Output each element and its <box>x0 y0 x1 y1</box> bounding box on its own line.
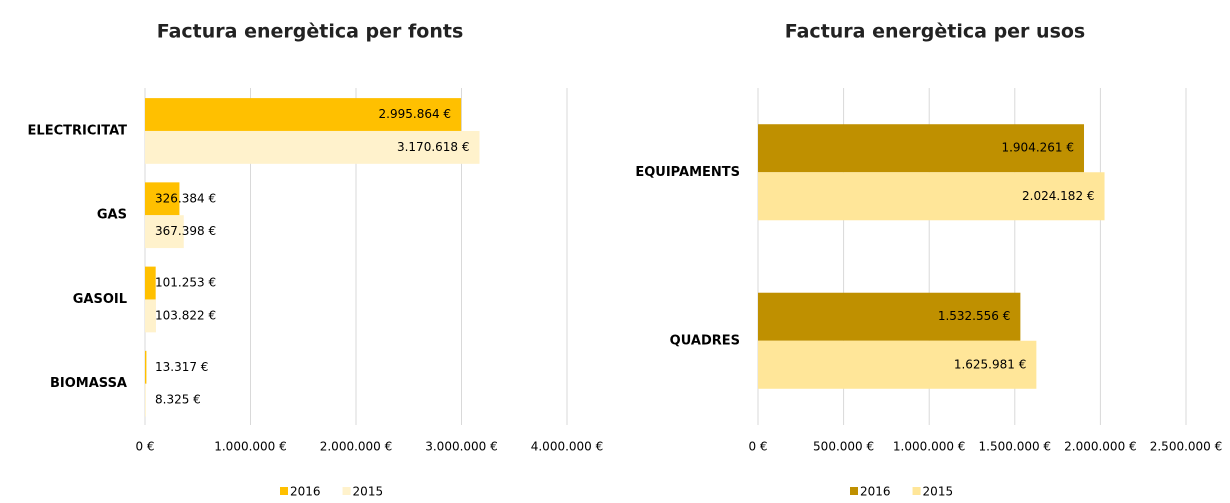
data-label: 2.024.182 € <box>1022 189 1095 203</box>
data-label: 1.904.261 € <box>1001 141 1074 155</box>
x-tick-label: 4.000.000 € <box>531 440 604 454</box>
bar <box>758 292 1021 341</box>
legend-swatch <box>850 487 858 495</box>
bar <box>145 383 146 417</box>
category-label: ELECTRICITAT <box>28 123 128 138</box>
legend-label: 2015 <box>353 485 384 499</box>
bar <box>145 215 184 249</box>
data-label: 1.532.556 € <box>938 309 1011 323</box>
x-tick-label: 1.500.000 € <box>979 440 1052 454</box>
x-tick-label: 2.500.000 € <box>1150 440 1223 454</box>
x-tick-label: 0 € <box>135 440 154 454</box>
category-label: GAS <box>97 208 127 223</box>
legend-label: 2015 <box>923 485 954 499</box>
data-label: 3.170.618 € <box>397 140 470 154</box>
bar <box>145 266 156 300</box>
x-tick-label: 500.000 € <box>813 440 874 454</box>
x-tick-label: 3.000.000 € <box>425 440 498 454</box>
data-label: 367.398 € <box>155 224 216 238</box>
x-tick-label: 1.000.000 € <box>214 440 287 454</box>
bar <box>145 182 180 216</box>
category-label: BIOMASSA <box>50 376 127 391</box>
data-label: 8.325 € <box>155 393 201 407</box>
bar <box>758 340 1037 389</box>
x-tick-label: 1.000.000 € <box>893 440 966 454</box>
legend-swatch <box>342 487 351 495</box>
bar <box>145 299 156 333</box>
chart-title: Factura energètica per fonts <box>157 21 464 43</box>
data-label: 103.822 € <box>155 308 216 322</box>
data-label: 326.384 € <box>155 191 216 205</box>
x-tick-label: 2.000.000 € <box>1064 440 1137 454</box>
bar <box>758 172 1105 221</box>
category-label: GASOIL <box>73 292 127 307</box>
x-tick-label: 0 € <box>748 440 767 454</box>
chart-title: Factura energètica per usos <box>785 21 1085 43</box>
legend-label: 2016 <box>860 485 891 499</box>
data-label: 1.625.981 € <box>954 357 1027 371</box>
legend-swatch <box>280 487 288 495</box>
bar <box>145 98 462 131</box>
x-tick-label: 2.000.000 € <box>320 440 393 454</box>
bar <box>758 124 1085 173</box>
legend-label: 2016 <box>290 485 321 499</box>
data-label: 101.253 € <box>155 276 216 290</box>
bar <box>145 130 480 164</box>
category-label: QUADRES <box>670 333 740 348</box>
bar <box>145 350 147 384</box>
data-label: 13.317 € <box>155 360 208 374</box>
category-label: EQUIPAMENTS <box>635 165 740 180</box>
data-label: 2.995.864 € <box>379 107 452 121</box>
legend-swatch <box>912 487 921 495</box>
